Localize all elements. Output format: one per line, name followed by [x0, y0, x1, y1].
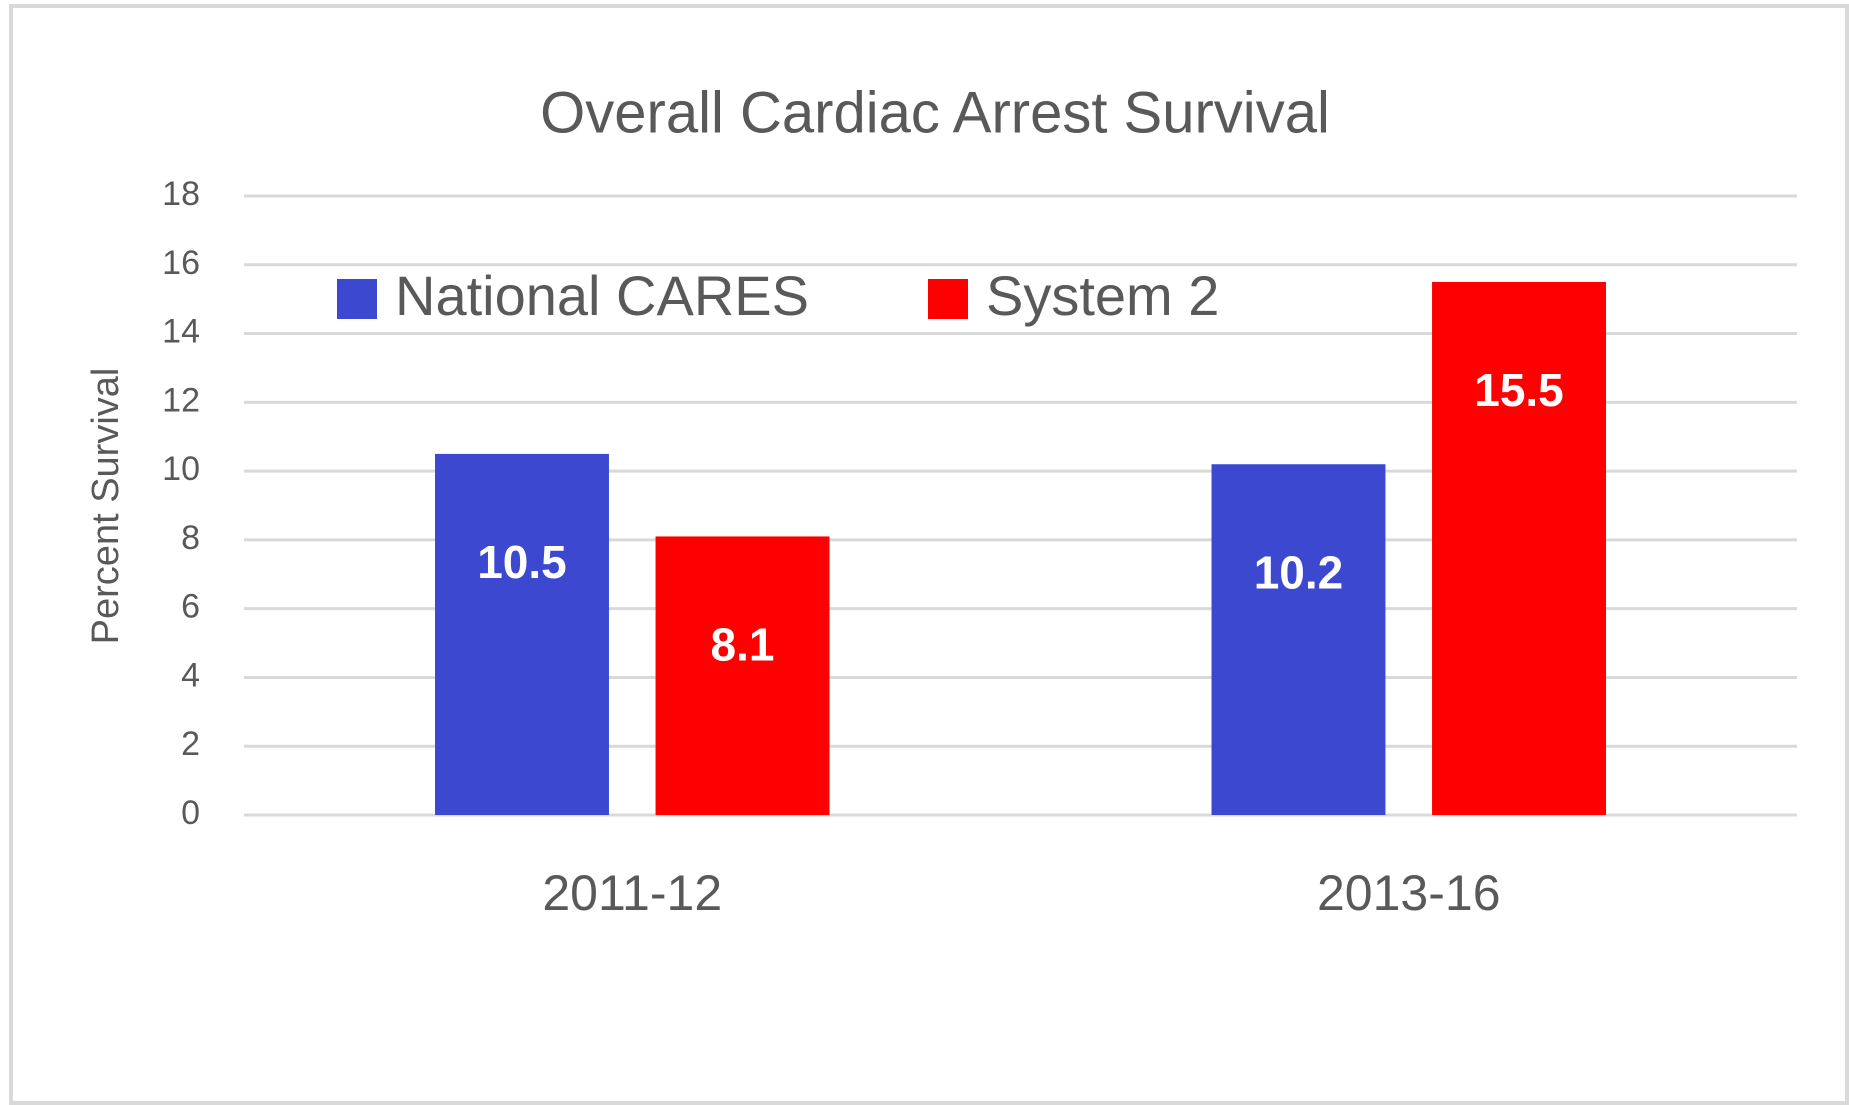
legend-swatch	[928, 279, 968, 319]
legend-label: System 2	[986, 264, 1219, 327]
legend-label: National CARES	[395, 264, 809, 327]
y-tick-label: 2	[181, 725, 200, 763]
y-axis-title: Percent Survival	[85, 368, 127, 645]
y-tick-label: 8	[181, 519, 200, 557]
y-tick-label: 12	[162, 381, 200, 419]
bar	[655, 536, 830, 815]
y-tick-label: 14	[162, 313, 200, 351]
x-tick-label: 2013-16	[1317, 865, 1501, 921]
data-label: 10.5	[477, 536, 567, 588]
bar	[435, 453, 609, 815]
bar	[1211, 464, 1386, 815]
data-label: 10.2	[1254, 546, 1344, 598]
y-tick-label: 10	[162, 450, 200, 488]
legend-swatch	[337, 279, 377, 319]
bar	[1432, 281, 1606, 815]
chart-title: Overall Cardiac Arrest Survival	[540, 80, 1330, 145]
y-tick-label: 18	[162, 175, 200, 213]
data-label: 15.5	[1474, 364, 1564, 416]
y-tick-label: 6	[181, 588, 200, 626]
data-label: 8.1	[711, 619, 775, 671]
y-tick-label: 16	[162, 244, 200, 282]
x-tick-label: 2011-12	[542, 865, 722, 921]
y-tick-label: 0	[181, 794, 200, 832]
y-tick-label: 4	[181, 656, 200, 694]
